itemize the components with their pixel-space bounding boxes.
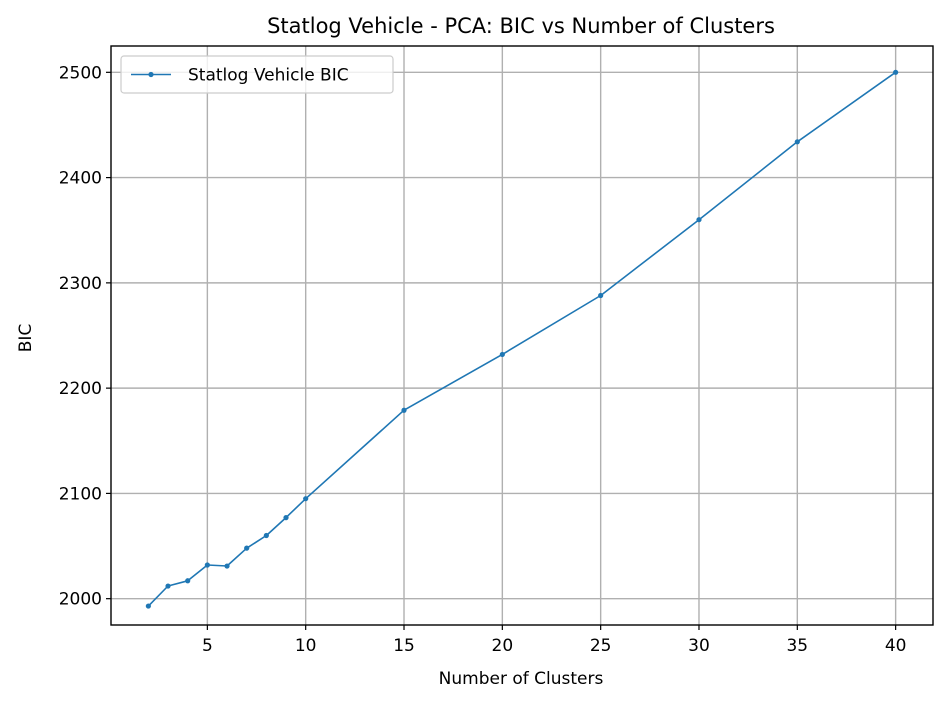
y-tick-label: 2500 <box>59 63 102 83</box>
x-tick-label: 35 <box>786 636 808 656</box>
data-point <box>794 139 800 145</box>
data-point <box>598 292 604 299</box>
data-point <box>204 562 210 568</box>
data-point <box>165 583 171 589</box>
ticks: 5 10 15 20 25 30 35 40 2000 2100 2200 2300 2400 2500 <box>59 63 907 656</box>
y-tick-label: 2200 <box>59 379 102 399</box>
y-axis-label: BIC <box>16 324 36 353</box>
axes-frame <box>110 45 934 626</box>
legend: Statlog Vehicle BIC <box>120 55 394 94</box>
x-axis-label: Number of Clusters <box>439 669 604 689</box>
chart-title: Statlog Vehicle - PCA: BIC vs Number of … <box>267 14 775 38</box>
x-tick-label: 30 <box>688 636 710 656</box>
data-point <box>283 515 289 521</box>
series-line <box>147 71 897 607</box>
legend-box <box>120 55 394 94</box>
x-tick-label: 20 <box>492 636 514 656</box>
data-point <box>696 217 702 223</box>
data-point <box>244 545 250 551</box>
data-point <box>145 603 151 609</box>
data-point <box>893 69 899 75</box>
grid <box>111 46 933 625</box>
y-tick-label: 2300 <box>59 274 102 294</box>
data-point <box>499 351 505 358</box>
data-point <box>263 532 269 539</box>
legend-point-marker <box>148 71 154 78</box>
x-tick-label: 5 <box>202 636 213 656</box>
data-point <box>224 563 230 569</box>
y-tick-label: 2100 <box>59 484 102 504</box>
x-tick-label: 10 <box>295 636 317 656</box>
data-point <box>401 407 407 413</box>
x-tick-label: 15 <box>393 636 415 656</box>
series-layer <box>145 69 899 609</box>
legend-label: Statlog Vehicle BIC <box>188 66 349 86</box>
x-tick-label: 25 <box>590 636 612 656</box>
x-tick-label: 40 <box>885 636 907 656</box>
data-point <box>303 496 309 502</box>
y-tick-label: 2000 <box>59 590 102 610</box>
data-point <box>185 578 191 584</box>
y-tick-label: 2400 <box>59 169 102 189</box>
